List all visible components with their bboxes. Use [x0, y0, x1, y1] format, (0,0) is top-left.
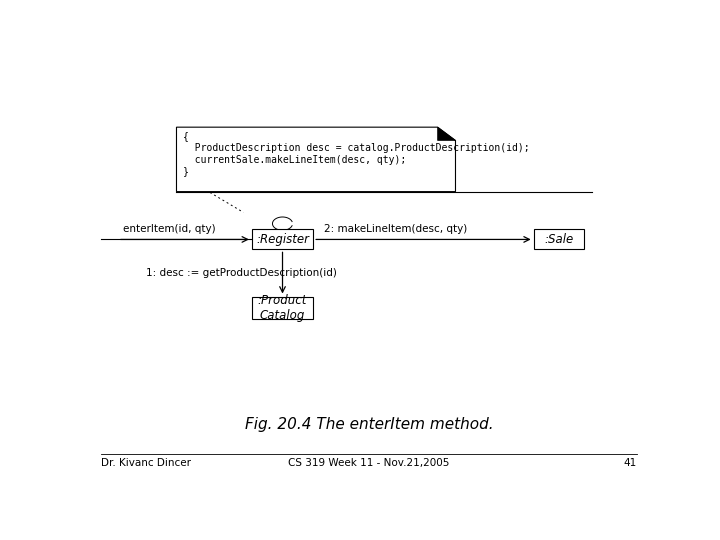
- Text: 2: makeLineItem(desc, qty): 2: makeLineItem(desc, qty): [324, 225, 467, 234]
- Text: CS 319 Week 11 - Nov.21,2005: CS 319 Week 11 - Nov.21,2005: [288, 458, 450, 468]
- Text: {: {: [183, 131, 189, 141]
- Bar: [252, 230, 313, 249]
- Text: enterItem(id, qty): enterItem(id, qty): [124, 224, 216, 234]
- Text: }: }: [183, 166, 189, 176]
- Text: :Register: :Register: [256, 233, 309, 246]
- Text: currentSale.makeLineItem(desc, qty);: currentSale.makeLineItem(desc, qty);: [183, 154, 406, 165]
- Bar: [534, 230, 584, 249]
- Text: 41: 41: [624, 458, 637, 468]
- Text: 1: desc := getProductDescription(id): 1: desc := getProductDescription(id): [145, 268, 337, 278]
- Polygon shape: [438, 127, 456, 140]
- Text: :Sale: :Sale: [544, 233, 573, 246]
- Bar: [252, 296, 313, 320]
- Text: Dr. Kivanc Dincer: Dr. Kivanc Dincer: [101, 458, 192, 468]
- Text: Fig. 20.4 The enterItem method.: Fig. 20.4 The enterItem method.: [245, 417, 493, 432]
- Text: :Product
Catalog: :Product Catalog: [258, 294, 307, 322]
- Text: ProductDescription desc = catalog.ProductDescription(id);: ProductDescription desc = catalog.Produc…: [183, 143, 530, 153]
